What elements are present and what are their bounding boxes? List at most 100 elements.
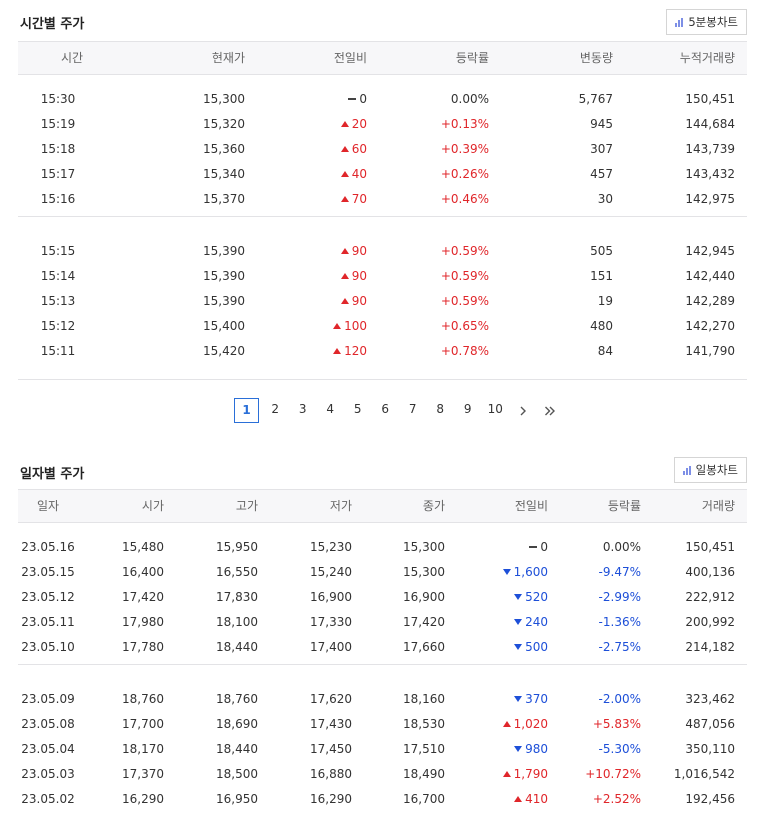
triangle-up-icon: [340, 196, 349, 202]
triangle-down-icon: [514, 696, 523, 702]
date-cell: 23.05.15: [21, 565, 75, 579]
triangle-up-icon: [340, 273, 349, 279]
low-cell: 17,330: [310, 615, 352, 629]
volume-cell: 84: [597, 344, 613, 358]
change-cell: 20: [288, 112, 367, 137]
price-cell: 15,360: [203, 142, 245, 156]
intraday-title: 시간별 주가: [20, 17, 85, 32]
table-bottom-divider: [18, 379, 747, 380]
triangle-down-icon: [514, 594, 523, 600]
rate-cell: +0.59%: [440, 269, 489, 283]
change-cell: 240: [468, 610, 548, 635]
page-1-link[interactable]: 1: [234, 398, 259, 423]
triangle-up-icon: [340, 248, 349, 254]
double-chevron-right-icon: [544, 406, 555, 415]
date-cell: 23.05.09: [21, 692, 75, 706]
bar-chart-icon: [675, 17, 684, 27]
last-page-button[interactable]: [536, 398, 563, 423]
high-cell: 18,440: [216, 640, 258, 654]
intraday-col-header: 변동량: [579, 51, 613, 65]
page-8-link[interactable]: 8: [436, 402, 445, 416]
time-cell: 15:18: [40, 142, 76, 156]
date-cell: 23.05.11: [21, 615, 75, 629]
daily-table-header: 일자 시가 고가 저가 종가 전일비 등락률 거래량: [18, 489, 747, 523]
price-cell: 15,320: [203, 117, 245, 131]
triangle-up-icon: [502, 721, 511, 727]
low-cell: 17,450: [310, 742, 352, 756]
table-row: 23.05.15 16,400 16,550 15,240 15,300 1,600 -9.…: [18, 560, 747, 585]
high-cell: 18,100: [216, 615, 258, 629]
daily-col-header: 전일비: [514, 499, 548, 513]
open-cell: 17,700: [122, 717, 164, 731]
bar-chart-icon: [682, 465, 691, 475]
change-value: 410: [525, 792, 548, 806]
page-3-link[interactable]: 3: [298, 402, 307, 416]
open-cell: 17,780: [122, 640, 164, 654]
time-cell: 15:30: [40, 92, 76, 106]
triangle-down-icon: [514, 644, 523, 650]
close-cell: 15,300: [403, 565, 445, 579]
rate-cell: -2.75%: [598, 640, 641, 654]
change-cell: 980: [468, 737, 548, 762]
volume-cell: 480: [590, 319, 613, 333]
change-cell: 410: [468, 787, 548, 812]
date-cell: 23.05.02: [21, 792, 75, 806]
open-cell: 17,370: [122, 767, 164, 781]
change-cell: 90: [288, 264, 367, 289]
low-cell: 17,400: [310, 640, 352, 654]
time-cell: 15:14: [40, 269, 76, 283]
triangle-up-icon: [333, 348, 342, 354]
close-cell: 16,900: [403, 590, 445, 604]
group-divider: [18, 216, 747, 217]
daily-col-header: 일자: [36, 499, 60, 513]
volume-cell: 945: [590, 117, 613, 131]
table-row: 23.05.09 18,760 18,760 17,620 18,160 370 -2.00…: [18, 687, 747, 712]
rate-cell: +2.52%: [592, 792, 641, 806]
cum-volume-cell: 142,289: [685, 294, 735, 308]
volume-cell: 5,767: [578, 92, 613, 106]
change-value: 90: [351, 269, 367, 283]
open-cell: 17,420: [122, 590, 164, 604]
triangle-down-icon: [502, 569, 511, 575]
intraday-col-header: 시간: [60, 51, 84, 65]
close-cell: 16,700: [403, 792, 445, 806]
next-page-button[interactable]: [509, 398, 536, 423]
page-6-link[interactable]: 6: [381, 402, 390, 416]
daily-col-header: 고가: [235, 499, 258, 513]
open-cell: 16,400: [122, 565, 164, 579]
close-cell: 17,510: [403, 742, 445, 756]
daily-col-header: 등락률: [607, 499, 641, 513]
page-5-link[interactable]: 5: [353, 402, 362, 416]
table-row: 23.05.02 16,290 16,950 16,290 16,700 410 +2.52…: [18, 787, 747, 812]
daily-chart-button[interactable]: 일봉차트: [673, 457, 747, 483]
price-cell: 15,400: [203, 319, 245, 333]
page-2-link[interactable]: 2: [271, 402, 280, 416]
page-7-link[interactable]: 7: [408, 402, 417, 416]
triangle-up-icon: [514, 796, 523, 802]
cum-volume-cell: 141,790: [685, 344, 735, 358]
volume-cell: 457: [590, 167, 613, 181]
rate-cell: +0.59%: [440, 294, 489, 308]
change-cell: 100: [288, 314, 367, 339]
change-cell: 90: [288, 239, 367, 264]
table-row: 15:14 15,390 90 +0.59% 151 142,440: [18, 264, 747, 289]
time-cell: 15:19: [40, 117, 76, 131]
table-row: 15:11 15,420 120 +0.78% 84 141,790: [18, 339, 747, 364]
high-cell: 16,550: [216, 565, 258, 579]
table-row: 23.05.04 18,170 18,440 17,450 17,510 980 -5.30…: [18, 737, 747, 762]
daily-section: 일자별 주가 일봉차트 일자 시가 고가 저가 종가 전일비 등락률 거래량 23.05.16…: [18, 450, 747, 825]
table-row: 23.05.12 17,420 17,830 16,900 16,900 520 -2.99…: [18, 585, 747, 610]
time-cell: 15:15: [40, 244, 76, 258]
triangle-up-icon: [340, 298, 349, 304]
table-row: 23.05.11 17,980 18,100 17,330 17,420 240 -1.36…: [18, 610, 747, 635]
page-10-link[interactable]: 10: [487, 402, 503, 416]
volume-cell: 192,456: [685, 792, 735, 806]
page-4-link[interactable]: 4: [326, 402, 335, 416]
five-minute-chart-button[interactable]: 5분봉차트: [666, 9, 747, 35]
rate-cell: +0.46%: [440, 192, 489, 206]
change-value: 1,600: [513, 565, 548, 579]
page-9-link[interactable]: 9: [463, 402, 472, 416]
pagination: 1 2 3 4 5 6 7 8 9 10: [234, 398, 563, 423]
intraday-section: 시간별 주가 5분봉차트 시간 현재가 전일비 등락률 변동량 누적거래량 15:30 15…: [18, 0, 747, 440]
open-cell: 17,980: [122, 615, 164, 629]
